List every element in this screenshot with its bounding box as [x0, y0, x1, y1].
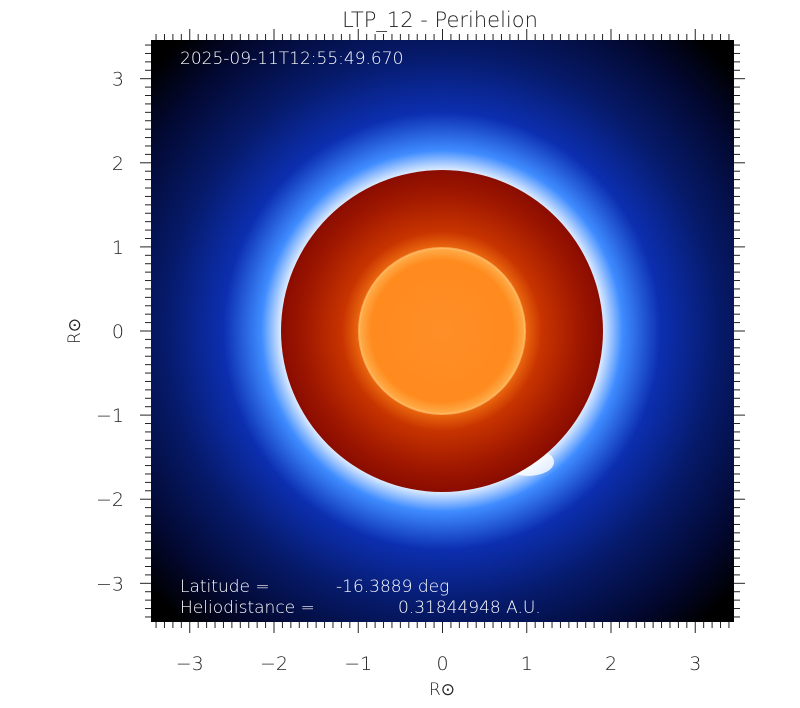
x-tick-label: −1 — [344, 653, 372, 675]
y-tick-label: 2 — [112, 153, 124, 175]
sun-disk — [359, 248, 525, 414]
x-tick-label: 1 — [521, 653, 533, 675]
x-axis-label: R⊙ — [429, 680, 455, 700]
latitude-label: Latitude = — [180, 577, 270, 597]
y-tick-label: 0 — [112, 321, 124, 343]
y-tick-label: 1 — [112, 237, 124, 259]
axis-ticks — [140, 29, 745, 633]
x-tick-label: −3 — [176, 653, 204, 675]
y-axis-label: R⊙ — [65, 318, 85, 344]
x-tick-label: 2 — [605, 653, 617, 675]
timestamp-text: 2025-09-11T12:55:49.670 — [180, 49, 403, 69]
y-tick-label: −3 — [96, 573, 124, 595]
y-tick-label: −2 — [96, 489, 124, 511]
y-tick-label: −1 — [96, 405, 124, 427]
heliodistance-label: Heliodistance = — [180, 598, 315, 618]
x-tick-label: −2 — [260, 653, 288, 675]
sun-limb — [358, 247, 526, 415]
latitude-value: -16.3889 deg — [336, 577, 449, 597]
x-tick-label: 3 — [689, 653, 701, 675]
x-tick-label: 0 — [436, 653, 448, 675]
y-tick-label: 3 — [112, 69, 124, 91]
tick-labels: −3 −2 −1 0 1 2 3 3 2 1 0 −1 −2 −3 — [96, 69, 701, 675]
heliodistance-value: 0.31844948 A.U. — [398, 598, 541, 618]
chart-title: LTP_12 - Perihelion — [342, 8, 538, 32]
